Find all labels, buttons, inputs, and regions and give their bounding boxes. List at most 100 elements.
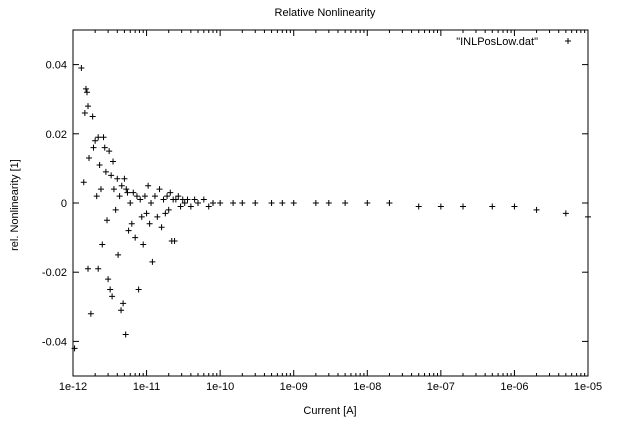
data-point: [93, 193, 100, 200]
data-point: [149, 258, 156, 265]
data-point: [143, 210, 150, 217]
x-tick-label: 1e-08: [353, 381, 381, 393]
data-point: [85, 265, 92, 272]
data-point: [145, 182, 152, 189]
data-point: [312, 200, 319, 206]
data-point: [122, 331, 129, 338]
data-point: [158, 224, 165, 231]
y-axis-label: rel. Nonlinearity [1]: [9, 159, 21, 251]
data-point: [124, 189, 131, 196]
data-point: [85, 103, 92, 110]
x-tick-label: 1e-07: [427, 381, 455, 393]
data-point: [230, 200, 237, 206]
data-point: [146, 220, 153, 227]
data-point: [325, 200, 332, 206]
data-point: [86, 155, 93, 162]
x-tick-label: 1e-11: [133, 381, 160, 393]
data-point: [97, 186, 104, 193]
data-point: [489, 203, 496, 210]
data-point: [128, 220, 135, 227]
data-point: [132, 234, 139, 241]
data-point: [151, 193, 158, 200]
data-point: [562, 210, 569, 217]
data-point: [108, 172, 115, 179]
legend-marker-plus: [565, 38, 571, 44]
data-point: [181, 200, 188, 206]
data-point: [585, 213, 591, 220]
data-point: [137, 196, 144, 203]
data-point: [156, 186, 163, 193]
data-point: [130, 189, 137, 196]
data-point: [167, 189, 174, 196]
data-point: [217, 200, 224, 206]
x-tick-label: 1e-10: [206, 381, 234, 393]
data-point: [141, 193, 148, 200]
data-point: [154, 213, 161, 220]
legend-label: "INLPosLow.dat": [456, 36, 538, 48]
data-point: [116, 193, 123, 200]
data-point: [415, 203, 422, 210]
data-point: [99, 241, 106, 248]
legend-marker: [565, 38, 571, 44]
x-tick-label: 1e-12: [59, 381, 87, 393]
y-tick-label: 0.04: [46, 60, 67, 72]
data-point: [89, 113, 96, 120]
data-point: [187, 203, 194, 210]
data-point: [437, 203, 444, 210]
data-point: [172, 196, 179, 203]
data-point: [290, 200, 297, 206]
data-point: [118, 182, 125, 189]
x-tick-label: 1e-06: [500, 381, 528, 393]
data-point: [80, 179, 87, 186]
data-point: [184, 196, 191, 203]
y-tick-label: 0: [61, 198, 67, 210]
data-point: [104, 217, 111, 224]
axis-ticks: 1e-12 1e-11 1e-10 1e-09 1e-08 1e-07 1e-06 1e-05…: [42, 30, 602, 393]
data-point: [364, 200, 371, 206]
data-point: [120, 300, 127, 307]
data-points: [71, 65, 591, 352]
data-point: [90, 144, 97, 151]
data-point: [92, 137, 99, 144]
data-point: [100, 134, 107, 141]
data-point: [191, 196, 198, 203]
data-point: [148, 200, 155, 206]
data-point: [101, 144, 108, 151]
data-point: [171, 238, 178, 245]
data-point: [210, 200, 217, 206]
chart-title: Relative Nonlinearity: [275, 7, 376, 19]
data-point: [106, 148, 113, 155]
data-point: [82, 85, 89, 92]
data-point: [165, 206, 172, 213]
data-point: [342, 200, 349, 206]
data-point: [84, 89, 91, 96]
data-point: [138, 213, 145, 220]
data-point: [112, 206, 119, 213]
data-point: [96, 161, 103, 168]
data-point: [140, 241, 147, 248]
data-point: [135, 286, 142, 293]
data-point: [102, 168, 109, 175]
data-point: [123, 186, 130, 193]
data-point: [118, 307, 125, 314]
data-point: [279, 200, 286, 206]
data-point: [107, 286, 114, 293]
data-point: [115, 251, 122, 258]
data-point: [175, 193, 182, 200]
x-tick-label: 1e-09: [280, 381, 308, 393]
data-point: [127, 200, 134, 206]
data-point: [125, 227, 132, 234]
data-point: [460, 203, 467, 210]
data-point: [110, 158, 117, 165]
data-point: [533, 206, 540, 213]
data-point: [133, 193, 140, 200]
data-point: [160, 196, 167, 203]
data-point: [205, 203, 212, 210]
data-point: [164, 193, 171, 200]
legend: "INLPosLow.dat": [456, 36, 571, 48]
data-point: [200, 196, 207, 203]
data-point: [162, 210, 169, 217]
data-point: [81, 110, 88, 117]
data-point: [239, 200, 246, 206]
